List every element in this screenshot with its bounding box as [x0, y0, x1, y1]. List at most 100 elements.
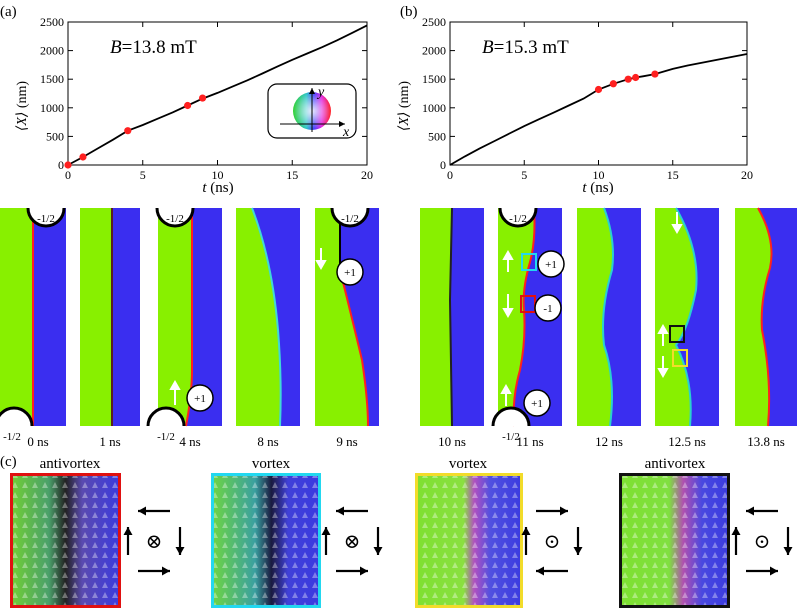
snapshot-label: 8 ns: [257, 434, 278, 449]
snapshot-label: 1 ns: [99, 434, 120, 449]
snapshot-1ns: [80, 208, 140, 426]
plot-a-marker: [64, 161, 72, 169]
panel-label-c: (c): [0, 454, 17, 470]
snapshot-10ns: [420, 207, 484, 427]
plot-b-ytick-label: 1500: [422, 72, 446, 86]
svg-text:+1: +1: [545, 259, 557, 271]
arrow-down-icon-head: [573, 547, 583, 555]
snapshot-8ns: [236, 207, 300, 427]
snapshot-0ns: [0, 208, 66, 426]
domain-wall: [602, 207, 614, 427]
half-defect-label: -1/2: [502, 431, 520, 443]
circulation-antivortex-black: ⊙: [731, 506, 793, 576]
arrow-right-icon-head: [770, 566, 778, 576]
inset-frame: [10, 473, 121, 608]
plot-b-xtick-label: 10: [593, 168, 605, 182]
motion-arrows: [169, 212, 683, 406]
plot-b-ylabel: ⟨X⟩ (nm): [397, 81, 412, 132]
plot-b-xlabel-var: t: [582, 180, 587, 196]
center-symbol-icon: ⊙: [544, 531, 561, 553]
plot-a-ytick-label: 1500: [40, 72, 64, 86]
snapshot-13p8ns: [735, 207, 797, 427]
svg-text:+1: +1: [531, 398, 543, 410]
snapshot-label: 0 ns: [27, 434, 48, 449]
plot-a-xlabel-unit: (ns): [207, 180, 234, 196]
arrow-up-icon-head: [521, 527, 531, 535]
snapshot-12p5ns: [655, 207, 719, 427]
color-wheel-y-label: y: [316, 85, 325, 100]
plot-a-series-line: [67, 24, 368, 166]
plus-one-badge: [186, 384, 214, 412]
inset-frame: [619, 473, 730, 608]
plot-b-markers: [594, 70, 659, 94]
snapshots-b: [420, 207, 797, 427]
plot-b-ytick-label: 1000: [422, 101, 446, 115]
snapshot-labels: 0 ns 1 ns 4 ns 8 ns 9 ns 10 ns 11 ns 12 …: [27, 434, 784, 449]
inset-title: antivortex: [40, 456, 101, 472]
inset-vortex-yellow: [415, 473, 523, 608]
plot-b-xtick-label: 20: [741, 168, 753, 182]
snapshot-label: 13.8 ns: [747, 434, 785, 449]
plot-a-field-label: B=13.8 mT: [110, 37, 197, 58]
arrow-right-icon-head: [560, 506, 568, 516]
snapshot-label: 11 ns: [516, 434, 543, 449]
inset-title: antivortex: [645, 456, 706, 472]
inset-antivortex-black: [619, 473, 730, 608]
plot-a-field-var: B: [110, 37, 122, 58]
domain-wall: [448, 207, 453, 427]
half-defect-label: -1/2: [37, 213, 55, 225]
panel-c: (c) antivortex vortex vortex antivortex: [0, 454, 793, 608]
circulation-vortex-yellow: ⊙: [521, 506, 583, 576]
arrow-up-icon-head: [321, 527, 331, 535]
plot-b-xlabel: t (ns): [582, 180, 613, 196]
half-defect-bottom-11ns: [491, 406, 531, 427]
plot-a-ylabel-var: ⟨X⟩: [15, 112, 30, 131]
plot-a-xtick-label: 10: [212, 168, 224, 182]
plot-a-xtick-label: 15: [286, 168, 298, 182]
domain-wall: [339, 269, 369, 427]
plot-a-xtick-label: 20: [361, 168, 373, 182]
domain-wall: [251, 207, 282, 427]
plot-a-marker: [79, 153, 87, 161]
svg-text:+1: +1: [194, 393, 206, 405]
plot-b-xtick-label: 5: [521, 168, 527, 182]
arrow-left-icon-head: [138, 506, 146, 516]
plot-b-xlabel-unit: (ns): [587, 180, 614, 196]
plot-a-marker: [184, 101, 192, 110]
arrow-right-icon-head: [360, 566, 368, 576]
plot-a-ticks: 0 5 10 15 20 0 500 1000 1500 2000 2500: [40, 15, 373, 182]
inset-title: vortex: [449, 456, 488, 472]
arrow-left-icon-head: [336, 506, 344, 516]
plus-one-badge: [537, 250, 565, 278]
plot-b-ylabel-var: ⟨X⟩: [397, 112, 412, 131]
plot-b-xtick-label: 0: [447, 168, 453, 182]
plot-b-ytick-label: 0: [440, 158, 446, 172]
minus-one-badge: [534, 294, 562, 322]
inset-title: vortex: [252, 456, 291, 472]
half-defect-top-0ns: [26, 207, 66, 228]
plot-a-xtick-label: 5: [140, 168, 146, 182]
plot-b-ytick-label: 2500: [422, 15, 446, 29]
color-wheel-x-label: x: [342, 125, 350, 140]
plot-a-ylabel-unit: (nm): [15, 81, 30, 112]
plot-b-marker: [632, 73, 640, 82]
plot-a-marker: [198, 94, 207, 102]
defect-markers: -1/2 -1/2 -1/2 -1/2 -1/2 -1/2 -1/2 +1 +1…: [0, 207, 565, 443]
arrow-down-icon-head: [175, 547, 185, 555]
y-arrow-icon: [309, 88, 315, 94]
snapshots-a: [0, 207, 379, 427]
plot-b-ticks: 0 5 10 15 20 0 500 1000 1500 2000 2500: [422, 15, 753, 182]
inset-vortex-cyan: [211, 473, 321, 608]
plot-a-ytick-label: 2500: [40, 15, 64, 29]
arrow-up-icon-head: [123, 527, 133, 535]
plot-a-xtick-label: 0: [65, 168, 71, 182]
plot-a-ytick-label: 2000: [40, 44, 64, 58]
plot-a-ylabel: ⟨X⟩ (nm): [15, 81, 30, 132]
color-wheel-inset: y x: [267, 83, 357, 140]
inset-titles: antivortex vortex vortex antivortex: [40, 456, 706, 472]
svg-text:+1: +1: [344, 267, 356, 279]
plot-b-marker: [624, 75, 632, 83]
inset-antivortex-red: [10, 473, 121, 608]
domain-wall: [674, 207, 698, 427]
